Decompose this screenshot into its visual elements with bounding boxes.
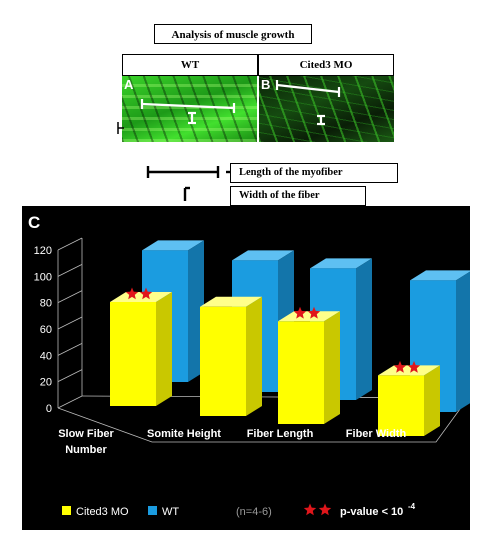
cited3-micrograph: B [259, 76, 394, 142]
grid-line [57, 342, 83, 356]
muscle-growth-chart: C 0 20 40 60 80 100 120 Slow Fiber Number Somite H… [22, 206, 472, 530]
panel-a-header: WT [122, 54, 258, 76]
legend-swatch-wt [148, 506, 157, 515]
y-tick-label: 60 [40, 324, 52, 336]
x-category-label: Slow Fiber [58, 428, 114, 440]
panel-b-letter: B [261, 77, 271, 92]
chart-panel-letter: C [28, 213, 40, 232]
x-category-label: Fiber Width [346, 428, 407, 440]
bar-cited3-0-top [110, 291, 172, 302]
bar-wt-1-top [232, 250, 294, 261]
y-tick-label: 40 [40, 350, 52, 362]
y-tick-label: 80 [40, 298, 52, 310]
grid-line [57, 395, 83, 409]
grid-line [57, 263, 83, 277]
scale-legend-symbols [117, 122, 231, 201]
legend-label-wt: WT [162, 506, 179, 518]
y-tick-label: 100 [34, 271, 52, 283]
legend-star [318, 503, 332, 516]
y-tick-label: 120 [34, 245, 52, 257]
width-legend-label: Width of the fiber [230, 186, 366, 206]
wt-width-bar [188, 111, 196, 125]
bar-wt-0-top [142, 240, 204, 251]
bar-cited3-3 [378, 375, 424, 436]
significance-star [293, 306, 307, 319]
bar-cited3-2-top [278, 311, 340, 322]
bar-cited3-1-top [200, 296, 262, 307]
pvalue-exponent: -4 [408, 502, 416, 511]
significance-star [407, 360, 421, 373]
x-category-label: Number [65, 444, 107, 456]
panel-a-letter: A [124, 77, 134, 92]
grid-line [57, 369, 83, 383]
legend-swatch-cited3 [62, 506, 71, 515]
bar-cited3-3-top [378, 365, 440, 376]
wt-micrograph: A [122, 76, 257, 142]
bar-wt-2-side [356, 258, 372, 400]
x-category-label: Somite Height [147, 428, 221, 440]
width-symbol [183, 186, 190, 201]
bar-cited3-1 [200, 306, 246, 416]
significance-star [125, 287, 139, 300]
wt-length-bar [140, 99, 236, 113]
x-category-label: Fiber Length [247, 428, 314, 440]
legend-label-cited3: Cited3 MO [76, 506, 129, 518]
grid-line [57, 237, 83, 251]
bar-cited3-2-side [324, 311, 340, 424]
significance-star [307, 306, 321, 319]
bar-wt-3-top [410, 270, 472, 281]
grid-line [57, 316, 83, 330]
length-legend-label: Length of the myofiber [230, 163, 398, 183]
y-tick-label: 0 [46, 403, 52, 415]
bar-cited3-3-side [424, 365, 440, 436]
pvalue-label: p-value < 10 [340, 506, 403, 518]
y-tick-label: 20 [40, 377, 52, 389]
bar-cited3-0 [110, 301, 156, 406]
significance-star [139, 287, 153, 300]
sample-size-note: (n=4-6) [236, 506, 272, 518]
significance-star [393, 360, 407, 373]
bar-wt-3-side [456, 270, 472, 412]
bar-wt-2-top [310, 258, 372, 269]
bar-cited3-2 [278, 321, 324, 424]
bar-cited3-0-side [156, 291, 172, 406]
cited3-width-bar [317, 114, 325, 126]
chart-canvas: C 0 20 40 60 80 100 120 Slow Fiber Number Somite H… [28, 213, 472, 518]
figure-title: Analysis of muscle growth [154, 24, 312, 44]
micrograph-panels: WT Cited3 MO A B [122, 54, 394, 142]
legend-star [303, 503, 317, 516]
grid-line [57, 290, 83, 304]
panel-b-header: Cited3 MO [258, 54, 394, 76]
bar-cited3-1-side [246, 296, 262, 416]
length-symbol [146, 166, 231, 178]
cited3-length-bar [275, 80, 341, 97]
